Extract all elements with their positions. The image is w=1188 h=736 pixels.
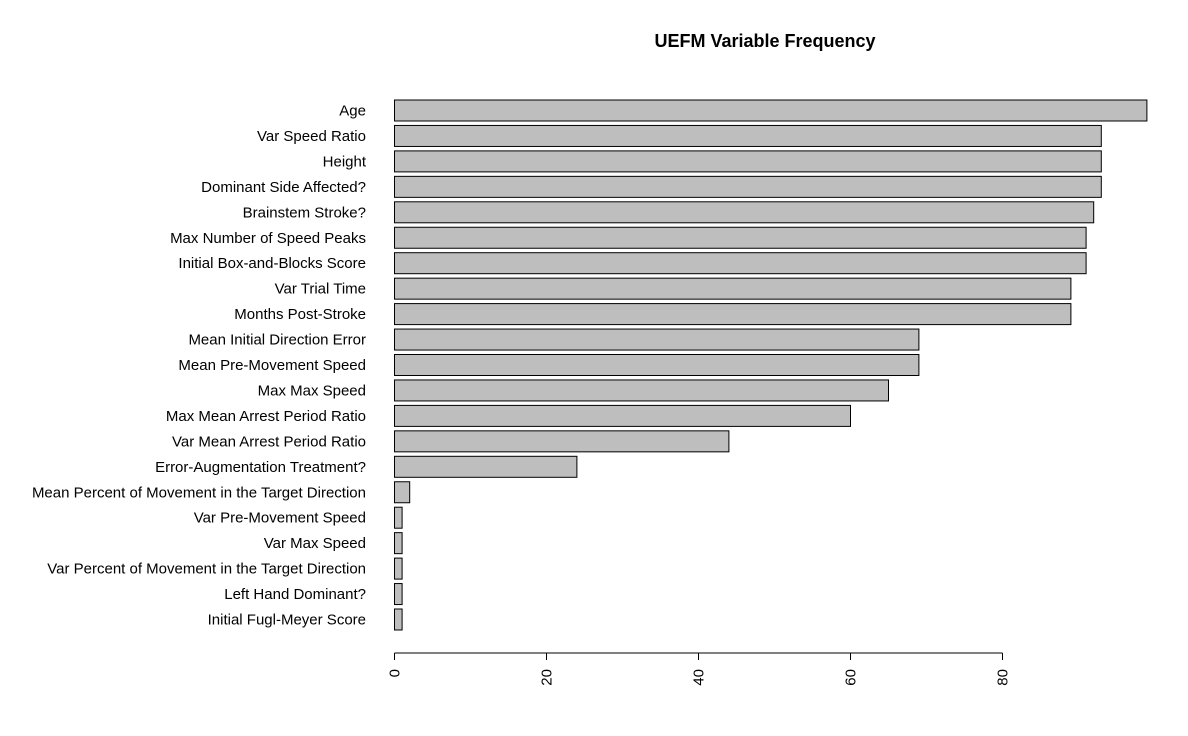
bar [394,150,1102,173]
bar [394,328,920,351]
bar [394,506,403,529]
category-label: Max Mean Arrest Period Ratio [166,408,366,425]
bar [394,557,403,580]
category-label: Months Post-Stroke [234,306,366,323]
bar [394,201,1095,224]
bar [394,379,889,402]
x-tick-label: 80 [995,669,1012,686]
bar [394,583,403,606]
category-label: Left Hand Dominant? [224,586,366,603]
category-label: Var Speed Ratio [257,128,366,145]
bar [394,303,1072,326]
category-label: Var Pre-Movement Speed [194,510,366,527]
bar [394,354,920,376]
bar [394,124,1102,147]
x-tick-label: 40 [691,669,708,686]
x-tick-label: 0 [387,669,404,677]
bar [394,277,1072,300]
category-label: Height [323,153,367,170]
bar [394,252,1087,275]
category-label: Error-Augmentation Treatment? [155,459,366,476]
bar [394,99,1148,122]
category-label: Mean Initial Direction Error [188,332,366,349]
category-label: Mean Pre-Movement Speed [178,357,366,374]
bars-group [394,99,1148,631]
category-label: Age [339,103,366,120]
x-axis: 0 20 40 60 80 [387,652,1012,686]
bar [394,481,411,504]
category-label: Dominant Side Affected? [201,179,366,196]
bar [394,430,730,453]
category-label: Brainstem Stroke? [243,204,366,221]
category-labels-group: Age Var Speed Ratio Height Dominant Side Af… [32,103,367,629]
bar [394,608,403,631]
bar [394,532,403,555]
category-label: Initial Box-and-Blocks Score [178,255,366,272]
bar [394,175,1102,198]
x-tick-label: 20 [539,669,556,686]
category-label: Var Percent of Movement in the Target Di… [47,561,366,578]
category-label: Initial Fugl-Meyer Score [208,612,366,629]
category-label: Var Max Speed [264,535,366,552]
x-tick-label: 60 [843,669,860,686]
category-label: Mean Percent of Movement in the Target D… [32,484,366,501]
category-label: Var Trial Time [275,281,366,298]
category-label: Var Mean Arrest Period Ratio [172,433,366,450]
category-label: Max Number of Speed Peaks [170,230,366,247]
chart-title: UEFM Variable Frequency [654,31,875,51]
category-label: Max Max Speed [258,382,366,399]
bar [394,226,1087,249]
bar [394,404,851,427]
bar [394,455,578,478]
